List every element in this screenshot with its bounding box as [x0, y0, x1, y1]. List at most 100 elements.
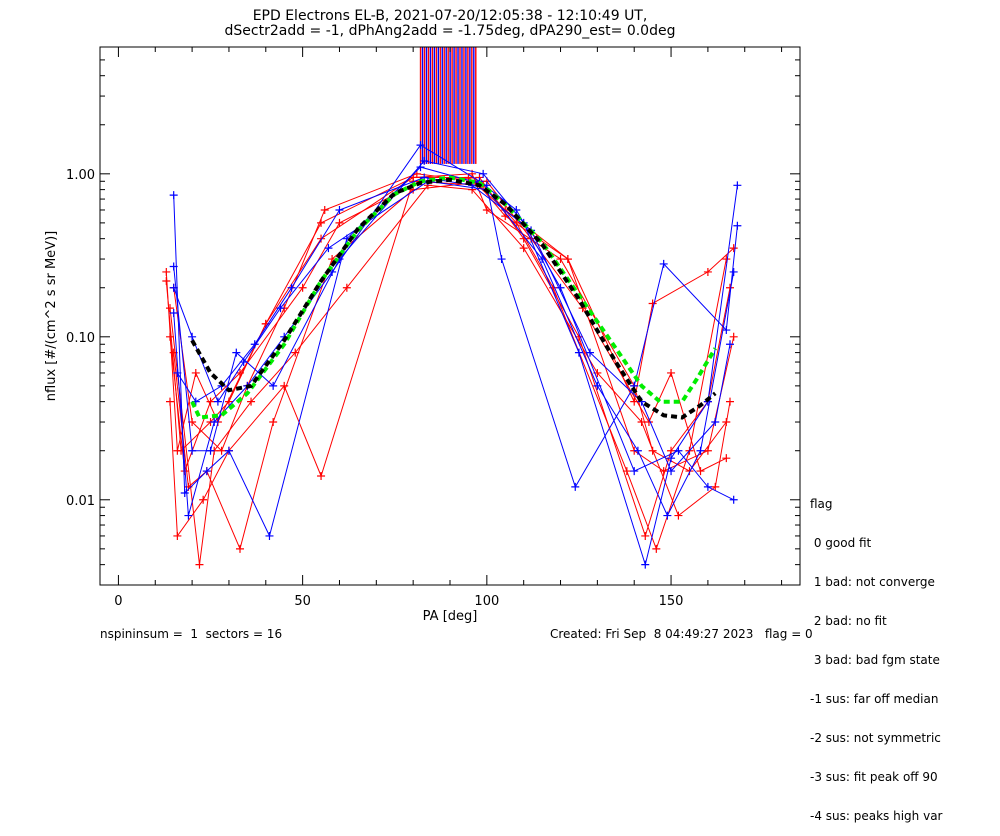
data-point-red	[298, 283, 307, 292]
data-point-red	[166, 397, 174, 406]
data-point-red	[317, 234, 326, 243]
data-point-blue	[574, 348, 583, 357]
x-tick-label: 50	[294, 594, 311, 609]
data-point-blue	[663, 511, 672, 520]
data-point-red	[729, 244, 738, 253]
footer-left: nspininsum = 1 sectors = 16	[100, 627, 283, 641]
data-point-blue	[593, 381, 602, 390]
flag-legend: flag 0 good fit 1 bad: not converge 2 ba…	[810, 472, 942, 836]
data-point-red	[630, 397, 639, 406]
data-point-red	[667, 368, 676, 377]
data-point-red	[166, 332, 174, 341]
data-point-blue	[169, 308, 178, 317]
chart-title-line-1: EPD Electrons EL-B, 2021-07-20/12:05:38 …	[252, 8, 648, 24]
data-point-red	[641, 531, 650, 540]
data-point-blue	[538, 255, 547, 264]
series-line-red	[169, 184, 731, 565]
data-point-red	[729, 332, 738, 341]
x-tick-label: 150	[659, 594, 684, 609]
data-point-red	[556, 255, 565, 264]
data-point-blue	[169, 191, 178, 200]
data-point-red	[162, 276, 171, 285]
data-point-blue	[571, 482, 580, 491]
data-point-blue	[265, 531, 274, 540]
data-point-red	[236, 544, 244, 553]
data-point-blue	[335, 205, 344, 214]
data-point-blue	[674, 446, 683, 455]
data-point-blue	[733, 181, 742, 190]
fit-curve-green	[190, 175, 718, 420]
data-point-red	[648, 299, 657, 308]
data-point-red	[667, 446, 676, 455]
data-point-blue	[188, 446, 197, 455]
data-point-blue	[173, 368, 182, 377]
series-line-red	[165, 173, 727, 472]
data-point-blue	[633, 446, 642, 455]
footer-right: Created: Fri Sep 8 04:49:27 2023 flag = …	[550, 627, 813, 641]
y-tick-label: 1.00	[66, 168, 95, 183]
axes: 0 50 100 150 0.01 0.10 1.00 PA [deg] nflux [#/(c…	[44, 46, 800, 624]
series-line-blue	[173, 144, 734, 516]
data-point-red	[317, 471, 326, 480]
series-line-blue	[173, 160, 738, 567]
data-point-blue	[420, 156, 429, 165]
data-point-red	[269, 418, 278, 427]
data-point-blue	[250, 340, 259, 349]
data-point-blue	[630, 467, 639, 476]
data-point-red	[696, 467, 705, 476]
data-point-red	[280, 381, 289, 390]
y-axis-label: nflux [#/(cm^2 s sr MeV)]	[44, 231, 59, 401]
data-point-red	[722, 454, 731, 463]
data-point-red	[726, 397, 734, 406]
data-point-blue	[711, 418, 720, 427]
x-axis-label: PA [deg]	[423, 609, 478, 624]
data-point-red	[317, 218, 326, 227]
fit-curve-black	[190, 177, 717, 420]
x-tick-label: 0	[114, 594, 122, 609]
series-line-blue	[176, 176, 731, 473]
data-point-red	[674, 511, 683, 520]
data-point-red	[703, 446, 712, 455]
data-point-blue	[667, 454, 676, 463]
data-point-red	[563, 255, 572, 264]
data-point-red	[162, 267, 171, 276]
data-point-blue	[184, 511, 193, 520]
data-point-blue	[287, 283, 296, 292]
y-tick-label: 0.01	[66, 494, 95, 509]
data-point-red	[652, 544, 661, 553]
fit-curves	[190, 175, 718, 420]
data-point-blue	[726, 340, 734, 349]
data-point-red	[199, 495, 208, 504]
data-point-blue	[202, 467, 211, 476]
data-point-red	[342, 283, 351, 292]
data-point-red	[173, 531, 182, 540]
data-point-blue	[641, 560, 650, 569]
data-point-blue	[497, 255, 506, 264]
series-layer	[162, 141, 742, 569]
data-point-red	[722, 255, 731, 264]
data-point-blue	[210, 418, 219, 427]
spike-lines	[419, 47, 477, 164]
legend-title: flag	[810, 497, 833, 511]
data-point-red	[191, 368, 200, 377]
data-point-red	[637, 418, 646, 427]
data-point-blue	[213, 397, 222, 406]
data-point-blue	[722, 326, 731, 335]
data-point-blue	[659, 259, 668, 268]
data-point-red	[166, 304, 174, 313]
data-point-blue	[586, 348, 594, 357]
legend-item: -3 sus: fit peak off 90	[810, 770, 938, 784]
series-line-blue	[173, 180, 735, 517]
chart-title-line-2: dSectr2add = -1, dPhAng2add = -1.75deg, …	[224, 23, 676, 39]
data-point-blue	[729, 495, 738, 504]
data-point-red	[217, 446, 226, 455]
data-point-red	[685, 467, 694, 476]
data-point-red	[335, 218, 344, 227]
legend-item: -4 sus: peaks high var	[810, 809, 943, 823]
data-point-red	[206, 397, 215, 406]
data-point-blue	[269, 381, 278, 390]
y-tick-label: 0.10	[66, 331, 95, 346]
data-point-blue	[224, 446, 233, 455]
legend-item: -2 sus: not symmetric	[810, 731, 941, 745]
data-point-red	[224, 397, 233, 406]
